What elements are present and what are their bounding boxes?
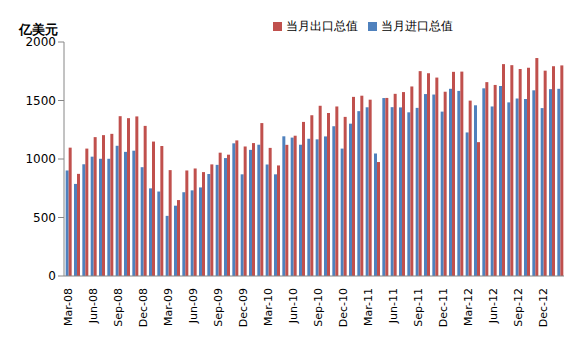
svg-text:0: 0: [48, 269, 56, 283]
html-text:当月进口总值: 当月进口总值: [381, 19, 453, 33]
svg-text:Mar-10: Mar-10: [262, 288, 275, 326]
svg-text:Sep-08: Sep-08: [112, 288, 125, 327]
svg-text:Mar-08: Mar-08: [62, 288, 75, 326]
svg-text:Jun-09: Jun-09: [187, 288, 200, 324]
svg-text:Mar-11: Mar-11: [362, 288, 375, 326]
svg-text:500: 500: [33, 211, 56, 225]
svg-text:Jun-12: Jun-12: [487, 288, 500, 324]
svg-text:Mar-09: Mar-09: [162, 288, 175, 326]
svg-text:Sep-12: Sep-12: [512, 288, 525, 327]
svg-text:Dec-12: Dec-12: [537, 288, 550, 327]
svg-text:亿美元: 亿美元: [18, 22, 58, 37]
svg-text:Sep-11: Sep-11: [412, 288, 425, 327]
html-text:当月出口总值: 当月出口总值: [286, 19, 358, 33]
svg-text:Jun-10: Jun-10: [287, 288, 300, 324]
svg-text:Dec-08: Dec-08: [137, 288, 150, 327]
svg-text:1000: 1000: [25, 152, 56, 166]
svg-text:Sep-09: Sep-09: [212, 288, 225, 327]
svg-text:Dec-09: Dec-09: [237, 288, 250, 327]
svg-text:Sep-10: Sep-10: [312, 288, 325, 327]
svg-text:1500: 1500: [25, 94, 56, 108]
svg-text:Mar-12: Mar-12: [462, 288, 475, 326]
svg-text:Jun-08: Jun-08: [87, 288, 100, 324]
svg-text:Dec-10: Dec-10: [337, 288, 350, 327]
svg-text:Jun-11: Jun-11: [387, 288, 400, 324]
svg-text:Dec-11: Dec-11: [437, 288, 450, 327]
svg-text:2000: 2000: [25, 35, 56, 49]
